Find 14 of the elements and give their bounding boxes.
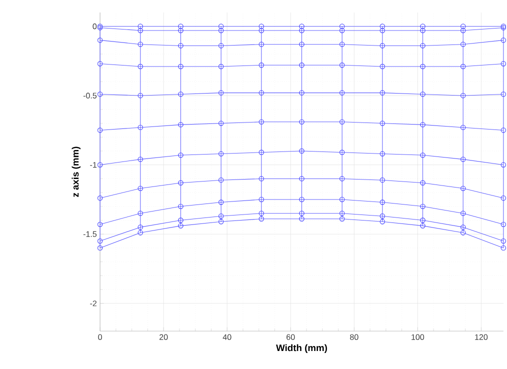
- x-tick-label: 0: [98, 334, 102, 340]
- y-tick-label: -1.5: [83, 231, 97, 237]
- y-tick-label: -2: [90, 300, 96, 306]
- y-tick-label: 0: [92, 23, 97, 29]
- y-axis-title: z axis (mm): [72, 146, 81, 197]
- x-tick-label: 20: [160, 334, 168, 340]
- y-tick-label: -1: [90, 162, 97, 168]
- y-tick-label: -0.5: [83, 92, 97, 98]
- x-tick-label: 60: [286, 334, 295, 340]
- x-tick-label: 100: [412, 334, 424, 340]
- x-axis-title: Width (mm): [276, 344, 327, 353]
- x-tick-label: 120: [475, 334, 488, 340]
- x-tick-label: 40: [222, 334, 232, 340]
- x-tick-label: 80: [350, 334, 358, 340]
